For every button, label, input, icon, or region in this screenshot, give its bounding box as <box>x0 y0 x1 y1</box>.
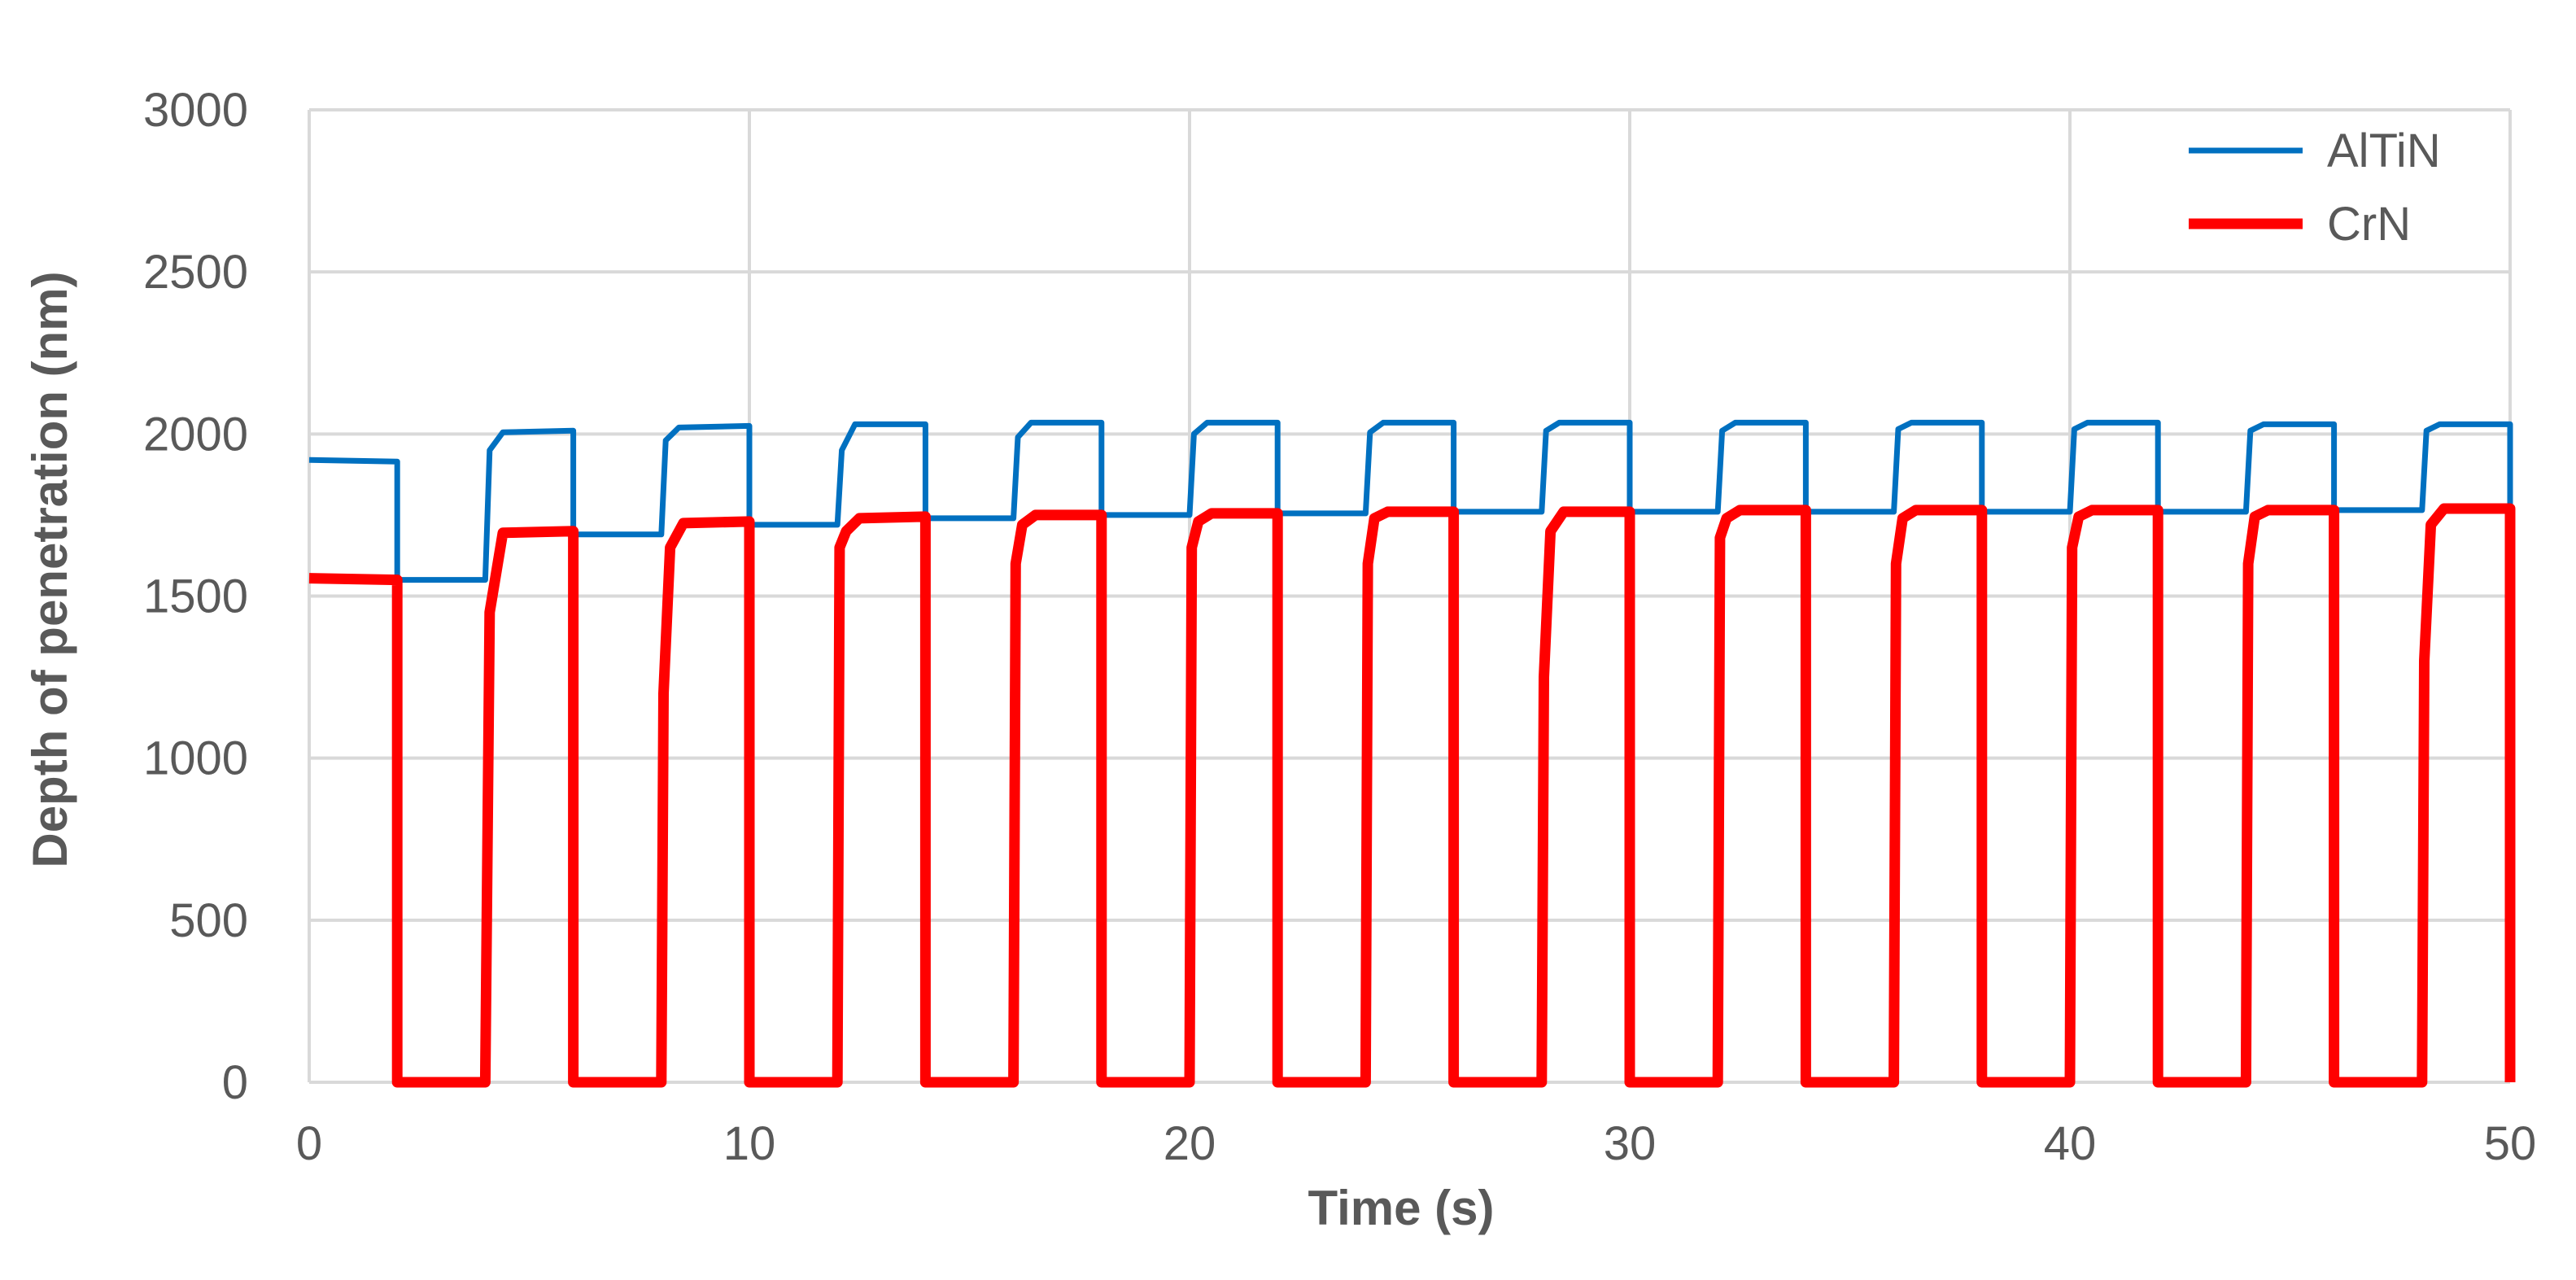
legend: AlTiN CrN <box>2189 125 2441 251</box>
series-lines <box>308 419 2516 1088</box>
legend-label: AlTiN <box>2327 125 2441 177</box>
grid <box>308 108 2512 1084</box>
x-tick-label: 10 <box>723 1117 776 1170</box>
x-tick-label: 40 <box>2044 1117 2097 1170</box>
x-tick-label: 50 <box>2484 1117 2537 1170</box>
series-line-crn <box>308 503 2516 1088</box>
x-tick-label: 20 <box>1164 1117 1216 1170</box>
y-tick-label: 3000 <box>143 84 248 137</box>
y-tick-label: 1000 <box>143 732 248 785</box>
y-tick-label: 2500 <box>143 246 248 299</box>
series-line-altin <box>308 419 2513 583</box>
y-tick-label: 500 <box>169 894 248 947</box>
y-tick-label: 2000 <box>143 408 248 461</box>
x-tick-label: 0 <box>296 1117 322 1170</box>
x-axis-title: Time (s) <box>1308 1181 1495 1235</box>
x-tick-label: 30 <box>1604 1117 1657 1170</box>
x-axis-ticks: 0 10 20 30 40 50 <box>296 1117 2536 1170</box>
y-axis-ticks: 0 500 1000 1500 2000 2500 3000 <box>143 84 248 1109</box>
y-axis-title: Depth of penetration (nm) <box>23 271 77 867</box>
y-tick-label: 0 <box>222 1056 248 1109</box>
legend-label: CrN <box>2327 198 2411 251</box>
y-tick-label: 1500 <box>143 570 248 623</box>
